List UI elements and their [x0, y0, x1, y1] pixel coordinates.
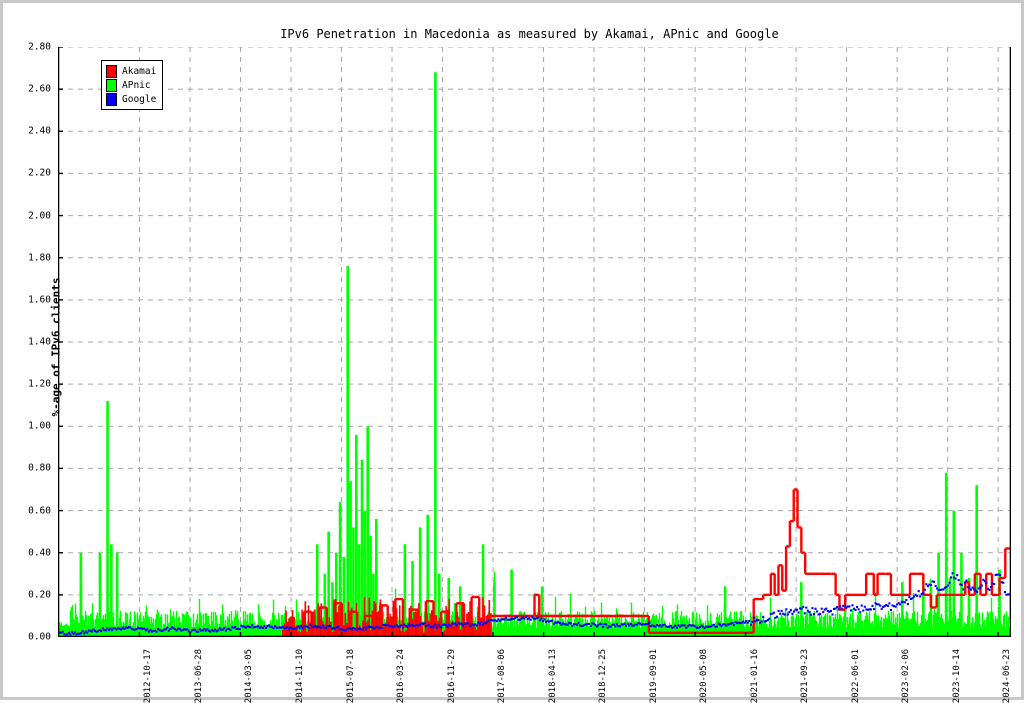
- legend-item-google[interactable]: Google: [106, 92, 156, 106]
- chart-legend: Akamai APnic Google: [101, 60, 164, 110]
- x-axis-tick: 2012-10-17: [143, 649, 154, 703]
- legend-swatch-icon: [106, 64, 117, 78]
- y-axis-tick: 2.00: [28, 210, 51, 222]
- x-axis-tick: 2021-09-23: [800, 649, 811, 703]
- x-axis-tick: 2018-04-13: [547, 649, 558, 703]
- x-axis-tick: 2022-06-01: [850, 649, 861, 703]
- x-axis-tick: 2013-06-28: [193, 649, 204, 703]
- x-axis-tick: 2018-12-25: [598, 649, 609, 703]
- y-axis-tick: 1.40: [28, 336, 51, 348]
- y-axis-tick-labels: 0.00 0.20 0.40 0.60 0.80 1.00 1.20 1.40 1.60 1.80…: [3, 42, 1024, 643]
- legend-item-apnic[interactable]: APnic: [106, 78, 156, 92]
- x-axis-tick: 2019-09-01: [648, 649, 659, 703]
- y-axis-tick: 0.60: [28, 505, 51, 517]
- y-axis-tick: 0.20: [28, 589, 51, 601]
- y-axis-tick: 1.00: [28, 420, 51, 432]
- x-axis-tick: 2017-08-06: [497, 649, 508, 703]
- x-axis-tick: 2024-06-23: [1002, 649, 1013, 703]
- y-axis-tick: 2.80: [28, 41, 51, 53]
- x-axis-tick: 2014-11-10: [295, 649, 305, 703]
- y-axis-tick: 1.60: [28, 294, 51, 306]
- chart-plot-svg: [58, 47, 1011, 637]
- legend-item-akamai[interactable]: Akamai: [106, 64, 156, 78]
- x-axis-tick: 2023-02-06: [901, 649, 912, 703]
- y-axis-tick: 2.20: [28, 167, 51, 179]
- legend-label: APnic: [122, 79, 151, 91]
- y-axis-tick: 1.80: [28, 252, 51, 264]
- y-axis-tick: 0.80: [28, 462, 51, 474]
- y-axis-tick: 0.00: [28, 631, 51, 643]
- x-axis-tick: 2016-03-24: [396, 649, 407, 703]
- x-axis-tick: 2020-05-08: [699, 649, 710, 703]
- legend-swatch-icon: [106, 78, 117, 92]
- chart-title-line1: IPv6 Penetration in Macedonia as measure…: [280, 27, 779, 41]
- x-axis-tick: 2023-10-14: [951, 649, 962, 703]
- legend-swatch-icon: [106, 92, 117, 106]
- y-axis-tick: 1.20: [28, 378, 51, 390]
- legend-label: Google: [122, 93, 157, 105]
- x-axis-tick: 2015-07-18: [345, 649, 356, 703]
- y-axis-tick: 2.60: [28, 83, 51, 95]
- x-axis-tick: 2016-11-29: [446, 649, 457, 703]
- x-axis-tick: 2014-03-05: [244, 649, 255, 703]
- legend-label: Akamai: [122, 65, 157, 77]
- x-axis-tick: 2021-01-16: [749, 649, 760, 703]
- plot-area: %-age of IPv6 clients: [50, 47, 1011, 637]
- y-axis-tick: 2.40: [28, 125, 51, 137]
- y-axis-tick: 0.40: [28, 547, 51, 559]
